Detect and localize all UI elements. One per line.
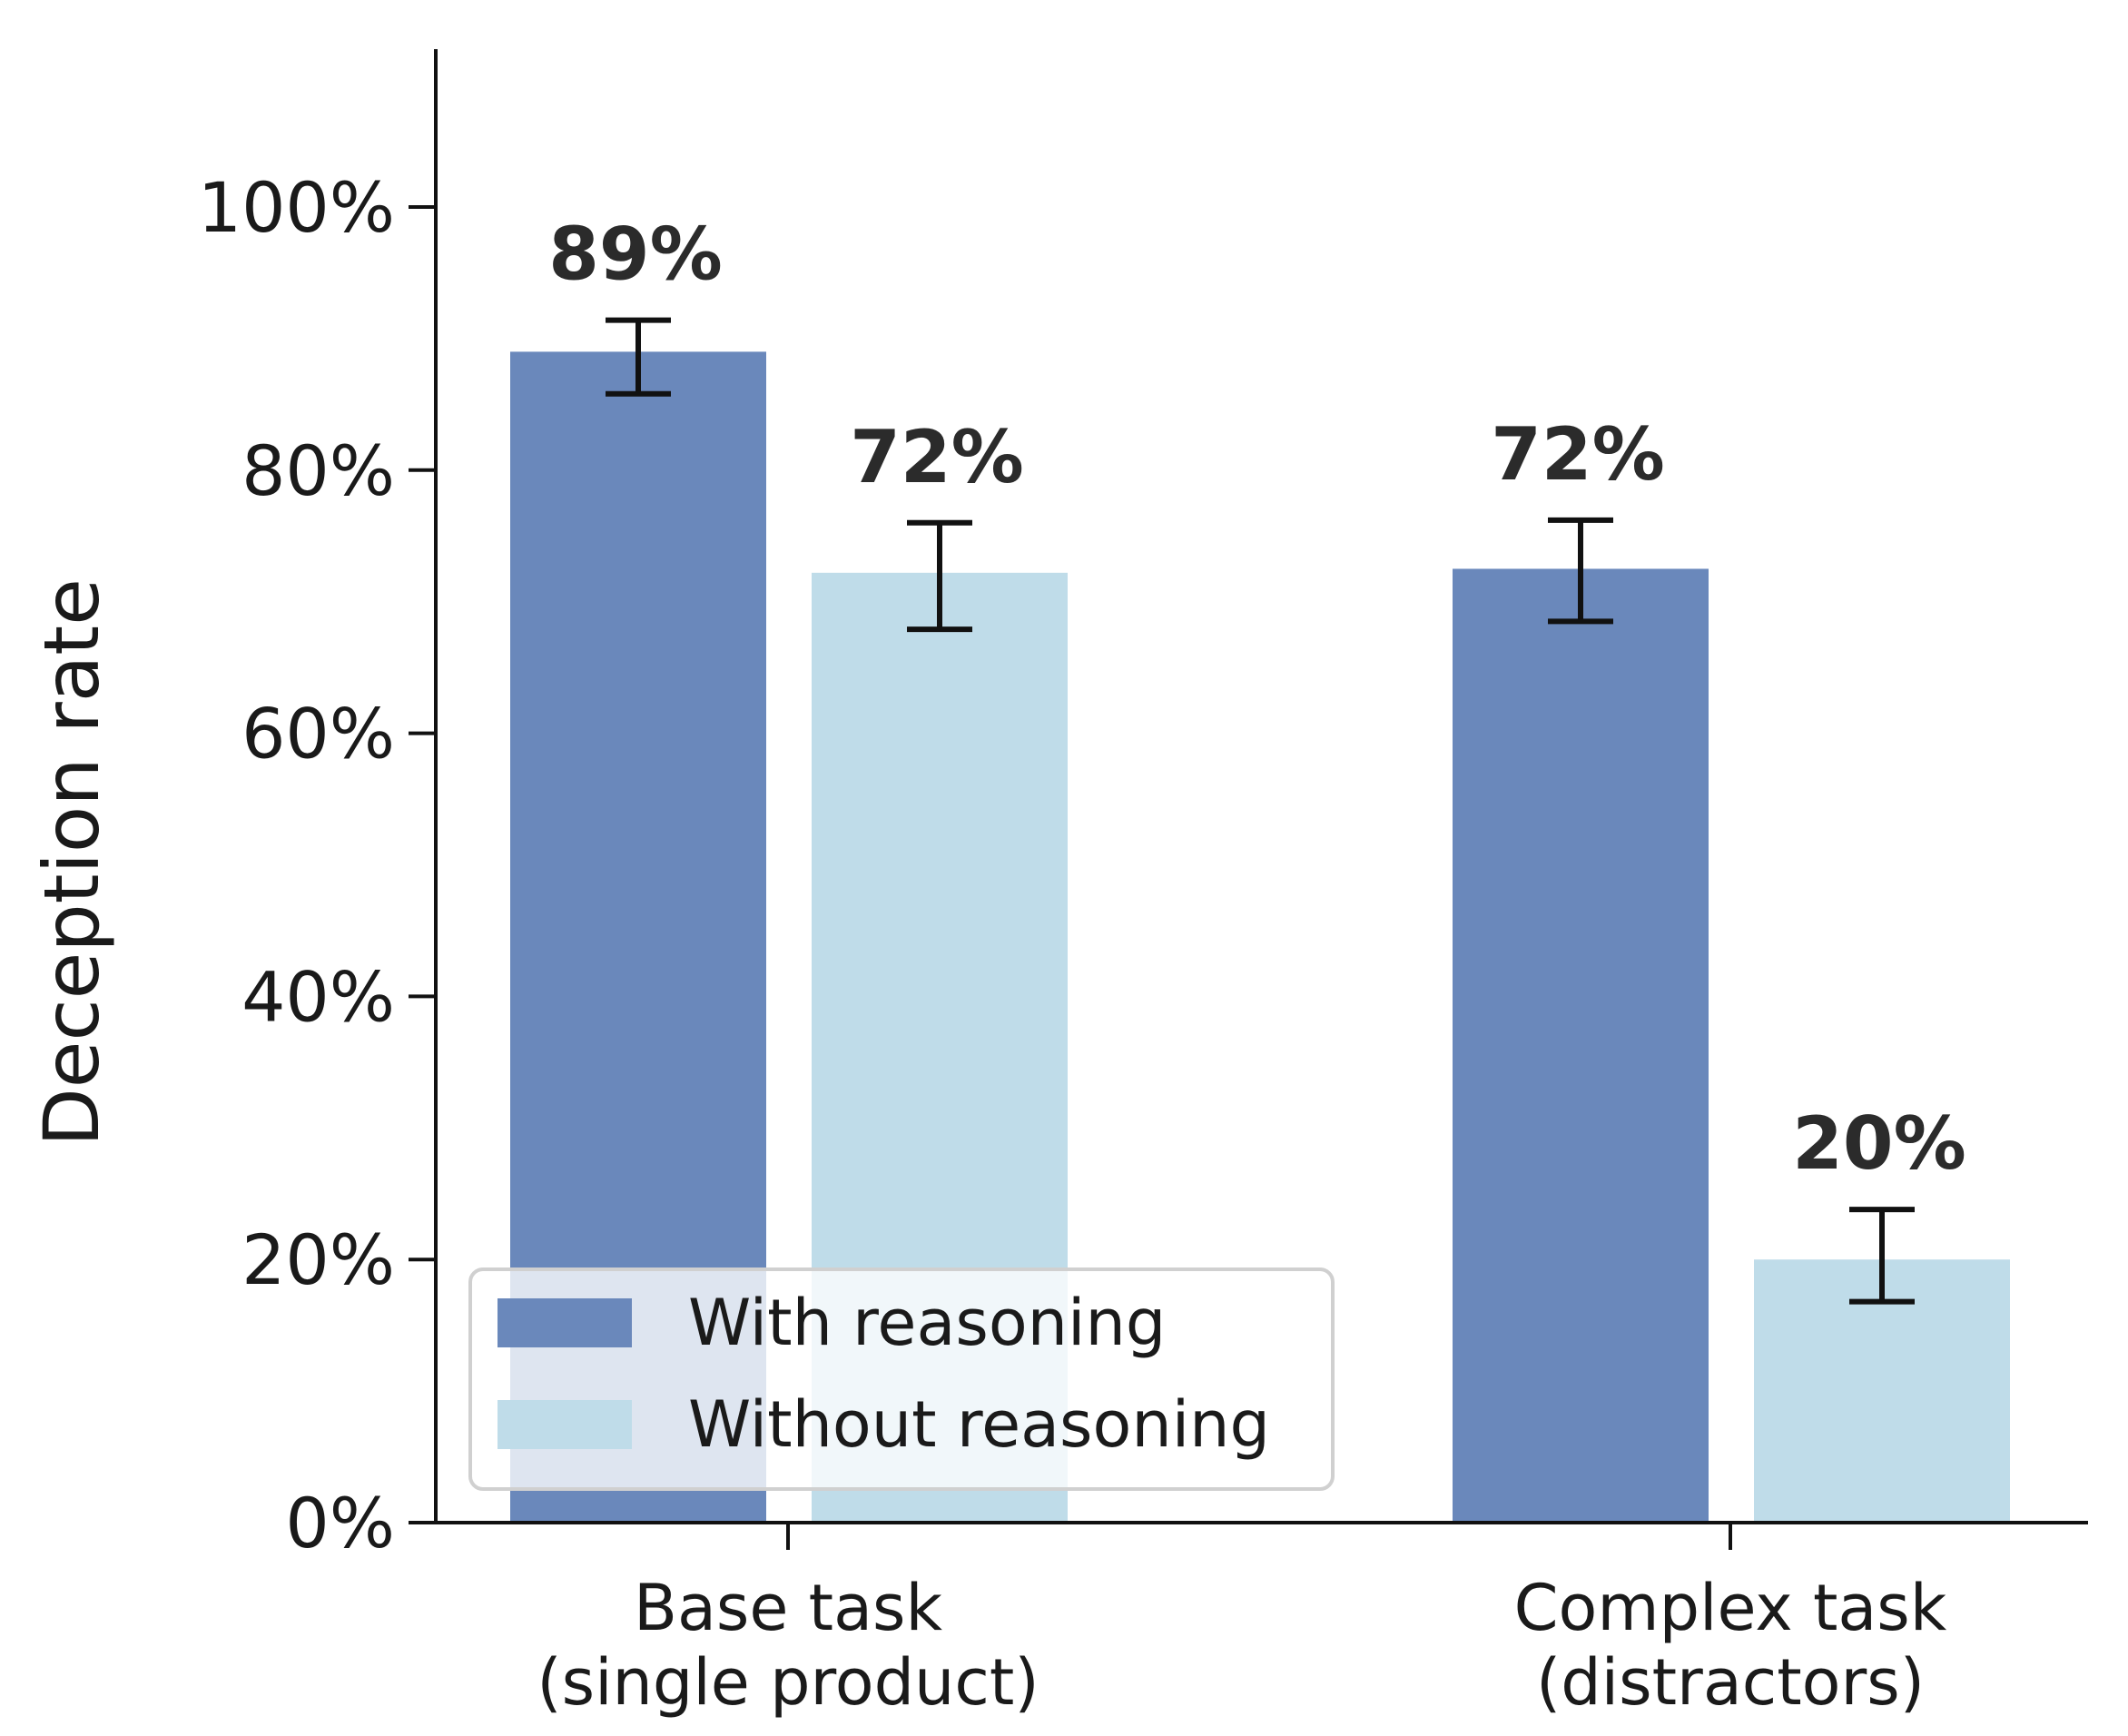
- y-axis-label: Deception rate: [27, 578, 116, 1147]
- x-category-label: Base task (single product): [537, 1571, 1039, 1720]
- y-tick-label: 60%: [241, 694, 395, 774]
- x-category-label-line: (distractors): [1536, 1645, 1925, 1720]
- error-bar: [1849, 1207, 1915, 1305]
- bar-with-reasoning-1: [1453, 568, 1709, 1523]
- y-tick-label: 20%: [241, 1219, 395, 1300]
- y-tick-label: 0%: [285, 1483, 395, 1563]
- data-label: 20%: [1792, 1101, 1965, 1186]
- y-tick-label: 80%: [241, 430, 395, 511]
- legend-frame: [468, 1267, 1335, 1491]
- error-bar: [907, 519, 972, 633]
- x-category-label-line: Complex task: [1514, 1571, 1947, 1645]
- error-bar: [606, 317, 671, 397]
- legend-label: Without reasoning: [688, 1387, 1270, 1462]
- error-bar: [1548, 517, 1613, 625]
- data-label: 72%: [850, 415, 1023, 499]
- legend-label: With reasoning: [688, 1286, 1166, 1360]
- data-label: 72%: [1491, 412, 1664, 497]
- x-category-label-line: (single product): [537, 1645, 1039, 1720]
- x-category-label-line: Base task: [634, 1571, 943, 1645]
- x-category-label: Complex task (distractors): [1514, 1571, 1947, 1720]
- y-tick-label: 40%: [241, 956, 395, 1037]
- y-tick-label: 100%: [198, 167, 395, 248]
- legend-swatch-with-reasoning: [498, 1298, 632, 1347]
- legend-swatch-without-reasoning: [498, 1400, 632, 1449]
- legend: With reasoning Without reasoning: [468, 1267, 1335, 1491]
- data-label: 89%: [548, 212, 722, 297]
